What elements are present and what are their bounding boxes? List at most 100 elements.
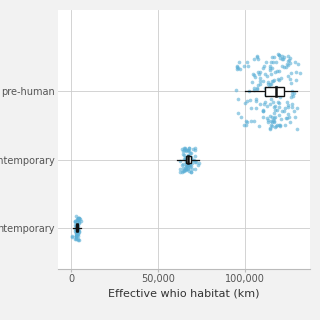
Point xyxy=(193,159,198,164)
Point xyxy=(73,234,78,239)
Point xyxy=(237,67,243,72)
Point xyxy=(74,229,79,235)
Point xyxy=(244,119,249,124)
Point xyxy=(74,224,79,229)
Point xyxy=(275,92,280,97)
Point xyxy=(286,54,291,59)
Bar xyxy=(186,156,191,163)
Point xyxy=(236,97,241,102)
Point xyxy=(191,147,196,152)
Point xyxy=(78,218,83,223)
Point xyxy=(183,166,188,172)
Point xyxy=(69,234,75,239)
Point xyxy=(275,68,280,73)
Point xyxy=(274,84,279,89)
Point xyxy=(293,59,298,64)
Point xyxy=(74,228,79,233)
Point xyxy=(242,123,247,128)
Point xyxy=(184,167,189,172)
Point xyxy=(255,57,260,62)
Point xyxy=(74,227,79,232)
Point xyxy=(181,156,187,161)
Point xyxy=(73,224,78,229)
Point xyxy=(75,222,80,227)
Point xyxy=(235,67,240,72)
Point xyxy=(284,99,290,104)
Point xyxy=(187,162,192,167)
Point xyxy=(258,75,263,80)
Point xyxy=(275,76,280,81)
Point xyxy=(282,108,287,113)
Point xyxy=(288,55,293,60)
Point xyxy=(260,109,265,114)
Point xyxy=(193,148,198,153)
Point xyxy=(271,78,276,83)
Point xyxy=(76,218,81,223)
Point xyxy=(255,55,260,60)
Point xyxy=(187,155,192,160)
Point xyxy=(76,227,81,232)
Point xyxy=(238,114,243,119)
Point xyxy=(268,91,273,96)
Point xyxy=(73,225,78,230)
Point xyxy=(268,91,274,96)
Point xyxy=(290,104,295,109)
Point xyxy=(76,230,81,235)
Point xyxy=(263,85,268,91)
Point xyxy=(185,152,190,157)
Point xyxy=(273,59,278,64)
Point xyxy=(283,105,288,110)
Point xyxy=(262,64,267,69)
Point xyxy=(76,215,81,220)
Point xyxy=(268,60,274,65)
Point xyxy=(266,82,271,87)
Point xyxy=(276,101,281,106)
Point xyxy=(76,233,81,238)
Point xyxy=(260,107,265,112)
Point xyxy=(186,163,191,168)
Point xyxy=(183,167,188,172)
Point xyxy=(183,157,188,162)
Point xyxy=(258,101,263,106)
Point xyxy=(75,228,80,233)
Point xyxy=(268,82,274,87)
Point xyxy=(189,160,195,165)
Point xyxy=(74,223,79,228)
Point xyxy=(276,105,282,110)
Point xyxy=(269,114,275,119)
Point xyxy=(269,79,274,84)
Point xyxy=(73,232,78,237)
Point xyxy=(76,215,81,220)
Point xyxy=(278,116,284,121)
Point xyxy=(76,232,81,237)
Point xyxy=(74,234,79,239)
Point xyxy=(255,70,260,75)
Point xyxy=(267,126,272,131)
Point xyxy=(256,83,261,88)
Point xyxy=(193,154,198,159)
Point xyxy=(270,87,275,92)
Point xyxy=(271,118,276,123)
Point xyxy=(270,119,275,124)
Point xyxy=(243,123,248,128)
Point xyxy=(75,227,80,232)
Point xyxy=(276,52,281,57)
Point xyxy=(266,119,271,124)
Point xyxy=(268,92,273,97)
Point xyxy=(186,161,191,166)
Point xyxy=(251,73,256,78)
Point xyxy=(268,71,273,76)
Point xyxy=(180,151,185,156)
Point xyxy=(75,228,80,233)
Point xyxy=(283,123,288,128)
Point xyxy=(252,74,258,79)
Point xyxy=(292,90,297,95)
Point xyxy=(76,218,81,223)
Point xyxy=(74,220,79,226)
Point xyxy=(257,124,262,129)
Point xyxy=(78,216,83,221)
Point xyxy=(76,228,81,233)
Point xyxy=(264,73,269,78)
Point xyxy=(75,216,80,221)
Point xyxy=(270,59,275,64)
